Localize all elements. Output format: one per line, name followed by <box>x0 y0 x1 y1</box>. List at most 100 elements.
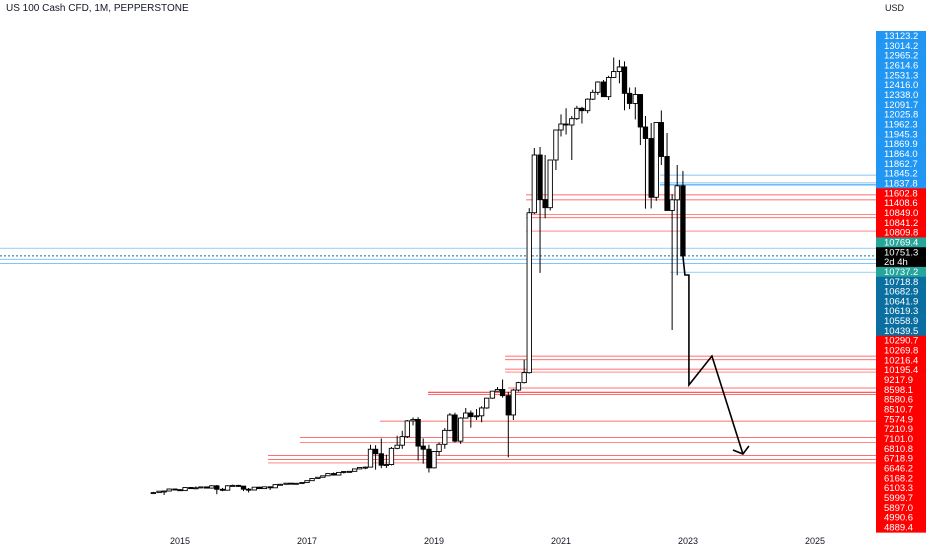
price-label-box <box>876 335 926 346</box>
candle-body <box>166 488 172 492</box>
candle-body <box>547 159 553 209</box>
price-label-box <box>876 266 926 278</box>
price-label: 10641.9 <box>884 296 918 307</box>
candle-body <box>346 470 353 473</box>
price-label-box <box>876 257 926 268</box>
price-label-box <box>876 306 926 317</box>
candle-body <box>436 443 442 452</box>
price-label: 12965.2 <box>884 51 918 62</box>
x-tick-label: 2023 <box>678 536 698 546</box>
price-label-box <box>876 424 926 435</box>
candle-body <box>590 91 596 100</box>
price-label: 4889.4 <box>884 523 913 534</box>
candle-body <box>415 418 421 447</box>
candle-body <box>198 486 204 489</box>
candle-body <box>653 122 659 198</box>
price-label: 10290.7 <box>884 336 918 347</box>
candle-body <box>510 389 517 416</box>
price-label: 13123.2 <box>884 31 918 42</box>
price-label-box <box>876 217 926 228</box>
chart-title: US 100 Cash CFD, 1M, PEPPERSTONE <box>6 3 189 14</box>
candle-body <box>521 372 527 384</box>
price-label-box <box>876 198 926 209</box>
price-label-box <box>876 109 926 120</box>
price-label: 8598.1 <box>884 385 913 396</box>
candle-body <box>426 448 432 469</box>
candle-body <box>235 484 242 487</box>
candle-body <box>410 418 416 422</box>
candle-body <box>367 448 374 468</box>
candle-body <box>272 484 278 489</box>
price-label: 11945.3 <box>884 129 918 140</box>
candle-body <box>240 485 247 490</box>
price-label-box <box>876 483 926 494</box>
price-label: 8510.7 <box>884 405 913 416</box>
price-scale[interactable]: 13123.213014.212965.212614.612531.312416… <box>876 31 926 534</box>
price-label: 12416.0 <box>884 80 918 91</box>
candle-body <box>177 489 183 492</box>
candle-body <box>484 397 490 409</box>
arrow-head-icon <box>732 445 750 455</box>
x-tick-label: 2019 <box>424 536 444 546</box>
candle-body <box>648 138 654 198</box>
price-label: 10769.4 <box>884 237 918 248</box>
candle-body <box>351 468 358 472</box>
candle-body <box>357 466 363 470</box>
candle-body <box>463 412 469 419</box>
candle-body <box>600 81 607 98</box>
price-label: 10269.8 <box>884 346 918 357</box>
price-label: 12025.8 <box>884 110 918 121</box>
price-label: 12091.7 <box>884 100 918 111</box>
price-label: 5897.0 <box>884 503 913 514</box>
candle-body <box>621 66 628 94</box>
candle-body <box>256 486 263 490</box>
price-label: 11864.0 <box>884 149 918 160</box>
price-label: 10216.4 <box>884 355 918 366</box>
candle-body <box>611 71 617 78</box>
candle-body <box>674 185 680 201</box>
candle-body <box>442 429 448 445</box>
candle-body <box>261 486 268 490</box>
candle-body <box>404 420 410 438</box>
candle-body <box>150 492 156 495</box>
price-label: 11845.2 <box>884 169 918 180</box>
price-label: 7210.9 <box>884 424 913 435</box>
price-label: 6103.3 <box>884 483 913 494</box>
candle-body <box>658 122 664 157</box>
candle-body <box>161 490 167 493</box>
price-label-box <box>876 70 926 81</box>
candle-body <box>585 98 591 112</box>
price-label-box <box>876 178 926 189</box>
candle-body <box>277 483 283 486</box>
candle-body <box>473 415 480 418</box>
price-label: 10718.8 <box>884 277 918 288</box>
candle-body <box>569 118 575 126</box>
candle-body <box>336 471 342 476</box>
candle-body <box>489 390 496 399</box>
candle-body <box>193 487 199 490</box>
price-label-box <box>876 512 926 523</box>
candle-body <box>372 448 379 455</box>
price-label: 11602.8 <box>884 188 918 199</box>
price-label: 10737.2 <box>884 267 918 278</box>
price-label-box <box>876 89 926 101</box>
candle-body <box>331 473 337 476</box>
candle-body <box>505 395 511 416</box>
candle-body <box>182 487 188 492</box>
candle-body <box>494 389 501 392</box>
price-label-box <box>876 247 926 258</box>
price-label-box <box>876 443 926 454</box>
price-label: 8580.6 <box>884 395 913 406</box>
price-label: 6646.2 <box>884 464 913 475</box>
candle-body <box>325 473 331 477</box>
price-label: 7574.9 <box>884 414 913 425</box>
candle-body <box>563 123 569 126</box>
candle-body <box>383 464 390 466</box>
price-label: 10841.2 <box>884 218 918 229</box>
candle-body <box>452 414 458 442</box>
price-label-box <box>876 50 926 61</box>
price-label: 12531.3 <box>884 70 918 81</box>
candle-body <box>526 212 532 374</box>
candle-body <box>458 417 464 442</box>
